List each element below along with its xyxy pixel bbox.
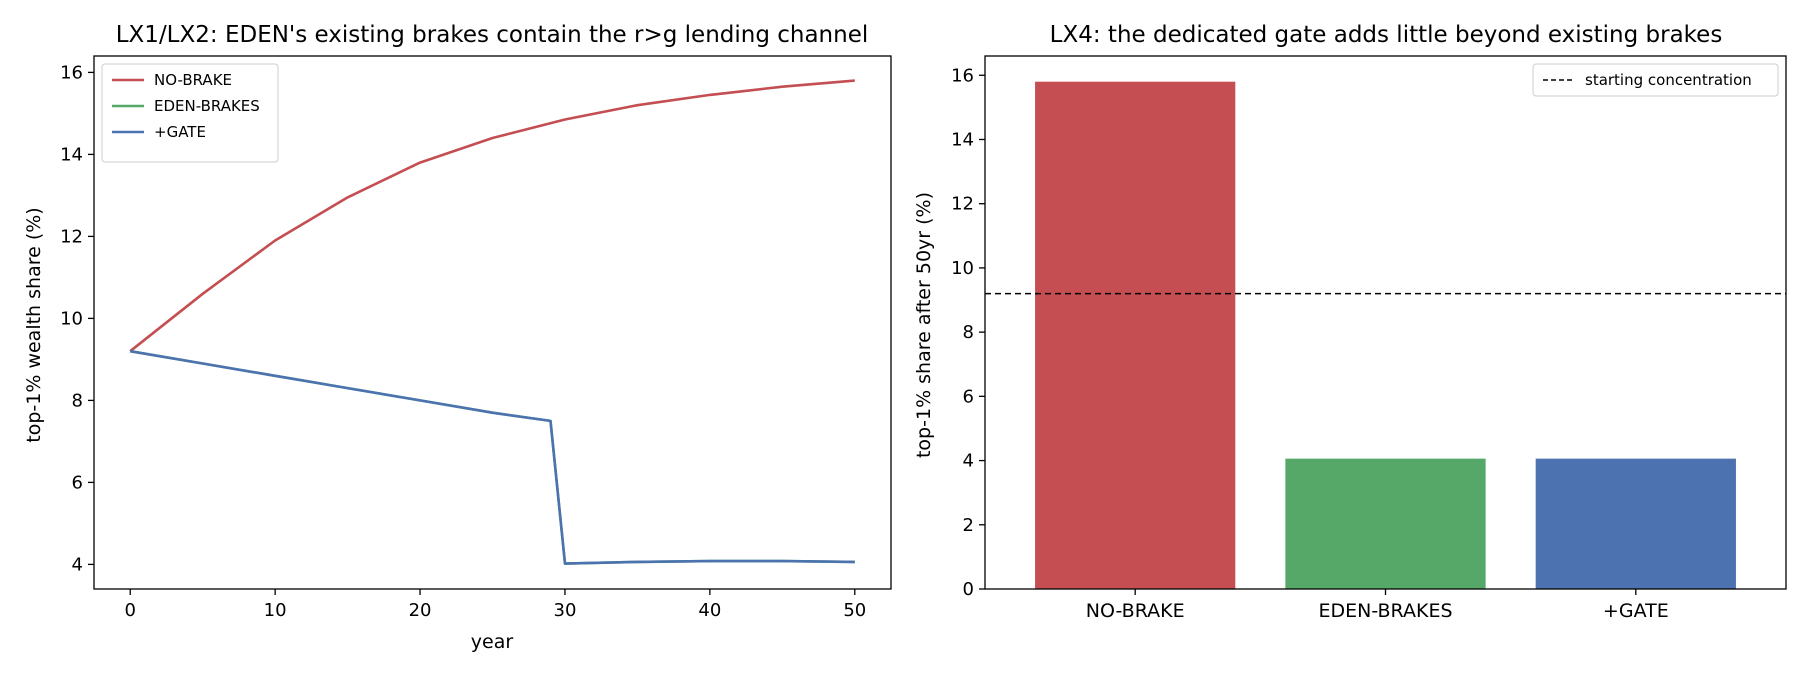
right-legend: starting concentration [1532, 63, 1779, 97]
left-x-tick-label: 20 [409, 600, 432, 621]
left-x-tick-label: 30 [554, 600, 577, 621]
right-y-tick-label: 8 [963, 322, 974, 343]
left-y-tick-label: 10 [60, 308, 83, 329]
left-line-chart: LX1/LX2: EDEN's existing brakes contain … [23, 22, 892, 653]
legend-label: +GATE [154, 123, 206, 141]
left-chart-title: LX1/LX2: EDEN's existing brakes contain … [116, 22, 869, 48]
right-y-tick-label: 10 [951, 258, 974, 279]
right-y-tick-label: 14 [951, 129, 974, 150]
left-legend-box [101, 63, 279, 163]
category-label: EDEN-BRAKES [1318, 600, 1452, 622]
left-y-axis-label: top-1% wealth share (%) [23, 207, 45, 442]
right-legend-box [1532, 63, 1779, 97]
right-y-tick-label: 4 [963, 451, 974, 472]
left-y-tick-label: 6 [72, 472, 83, 493]
legend-label: starting concentration [1585, 71, 1752, 89]
right-y-tick-label: 12 [951, 194, 974, 215]
series-line-gate [129, 349, 855, 565]
left-x-tick-label: 10 [264, 600, 287, 621]
left-y-tick-label: 16 [60, 62, 83, 83]
bar-gate [1535, 458, 1736, 589]
left-legend: NO-BRAKE EDEN-BRAKES +GATE [101, 63, 279, 163]
right-plot-frame [984, 55, 1787, 590]
left-y-tick-label: 4 [72, 554, 83, 575]
right-bars [1035, 81, 1736, 590]
left-x-tick-label: 40 [698, 600, 721, 621]
left-y-tick-label: 8 [72, 390, 83, 411]
left-x-tick-label: 0 [125, 600, 136, 621]
series-line-eden-brakes [129, 349, 855, 565]
series-line-no-brake [129, 79, 855, 353]
left-series-lines [129, 79, 855, 565]
category-label: NO-BRAKE [1086, 600, 1185, 622]
left-x-tick-label: 50 [843, 600, 866, 621]
right-y-axis-label: top-1% share after 50yr (%) [913, 192, 935, 458]
left-x-axis-label: year [471, 631, 514, 653]
right-y-tick-label: 6 [963, 386, 974, 407]
right-y-tick-label: 16 [951, 65, 974, 86]
legend-label: EDEN-BRAKES [154, 97, 260, 115]
right-axis-ticks: 0 2 4 6 8 10 12 14 16 NO-BRAKE EDEN-BRAKES +GATE [951, 65, 1669, 622]
left-y-tick-label: 14 [60, 144, 83, 165]
right-chart-title: LX4: the dedicated gate adds little beyo… [1050, 22, 1723, 48]
left-plot-frame [93, 55, 892, 590]
right-y-tick-label: 2 [963, 515, 974, 536]
right-bar-chart: LX4: the dedicated gate adds little beyo… [913, 22, 1787, 622]
left-y-tick-label: 12 [60, 226, 83, 247]
category-label: +GATE [1603, 600, 1669, 622]
legend-label: NO-BRAKE [154, 71, 232, 89]
bar-no-brake [1035, 81, 1236, 590]
left-axis-ticks: 0 10 20 30 40 50 4 6 8 10 12 14 16 [60, 62, 866, 621]
right-y-tick-label: 0 [963, 579, 974, 600]
bar-eden-brakes [1285, 458, 1486, 589]
